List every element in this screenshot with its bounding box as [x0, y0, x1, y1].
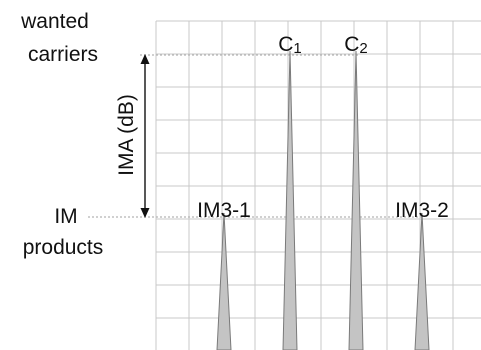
spectral-lines	[216, 50, 430, 350]
spike-im3-2	[414, 212, 430, 350]
wanted-carriers-label-line1: wanted	[20, 10, 89, 33]
spectrum-grid	[155, 20, 481, 350]
im-products-label-line1: IM	[54, 205, 77, 228]
spike-im3-1	[216, 212, 232, 350]
carrier-c2-label: C2	[344, 33, 368, 57]
carrier-c1-subscript: 1	[293, 40, 301, 57]
carrier-c1-letter: C	[278, 33, 293, 56]
carrier-c2-subscript: 2	[359, 40, 367, 57]
spike-c1	[282, 50, 298, 350]
ima-db-label: IMA (dB)	[115, 94, 138, 176]
ima-arrow-up-head	[140, 54, 150, 64]
im3-2-label: IM3-2	[395, 199, 449, 222]
ima-arrow-down-head	[140, 208, 150, 218]
spike-c2	[348, 50, 364, 350]
carrier-c2-letter: C	[344, 33, 359, 56]
im3-1-label: IM3-1	[197, 199, 251, 222]
carrier-c1-label: C1	[278, 33, 302, 57]
ima-double-arrow	[140, 54, 150, 218]
wanted-carriers-label-line2: carriers	[28, 43, 98, 66]
im-products-label-line2: products	[23, 236, 104, 259]
